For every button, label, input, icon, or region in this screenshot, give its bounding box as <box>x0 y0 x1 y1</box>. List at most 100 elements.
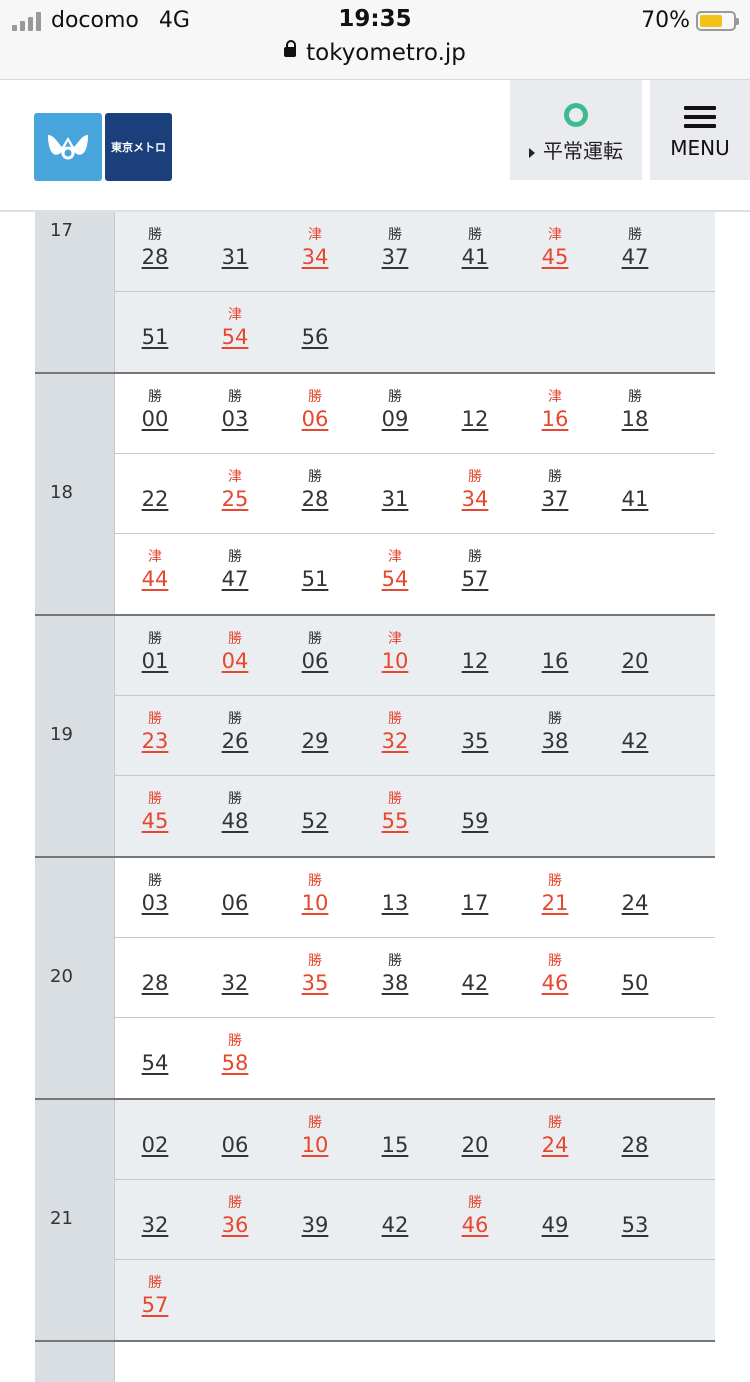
departure-time[interactable]: 32 <box>205 952 265 996</box>
departure-time[interactable]: 勝 36 <box>205 1194 265 1238</box>
departure-time[interactable]: 54 <box>125 1032 185 1076</box>
departure-minute: 47 <box>621 245 649 269</box>
departure-time[interactable]: 津 34 <box>285 226 345 270</box>
departure-minute: 17 <box>461 891 489 915</box>
departure-time[interactable]: 39 <box>285 1194 345 1238</box>
departure-time[interactable]: 52 <box>285 790 345 834</box>
departure-time[interactable]: 28 <box>125 952 185 996</box>
departure-time[interactable]: 勝 01 <box>125 630 185 674</box>
departure-time[interactable]: 41 <box>605 468 665 512</box>
departure-time[interactable]: 津 25 <box>205 468 265 512</box>
departure-time[interactable]: 勝 41 <box>445 226 505 270</box>
hour-block: 20 勝 03 06 勝 10 13 17 勝 21 24 28 32 勝 35 勝 38 42 勝 46 50 54 勝 5… <box>35 858 715 1100</box>
departure-time[interactable]: 勝 47 <box>205 548 265 592</box>
departure-time[interactable]: 勝 48 <box>205 790 265 834</box>
departure-time[interactable]: 津 45 <box>525 226 585 270</box>
departure-time[interactable]: 06 <box>205 872 265 916</box>
departure-time[interactable]: 勝 26 <box>205 710 265 754</box>
departure-time[interactable]: 勝 55 <box>365 790 425 834</box>
metro-logo-icon[interactable] <box>34 113 102 181</box>
destination-mark: 勝 <box>308 953 322 969</box>
departure-minute: 42 <box>461 971 489 995</box>
departure-time[interactable]: 53 <box>605 1194 665 1238</box>
departure-minute: 16 <box>541 407 569 431</box>
departure-time[interactable]: 勝 35 <box>285 952 345 996</box>
departure-time[interactable]: 勝 24 <box>525 1114 585 1158</box>
departure-time[interactable]: 06 <box>205 1114 265 1158</box>
departure-time[interactable]: 31 <box>365 468 425 512</box>
departure-time[interactable]: 勝 38 <box>365 952 425 996</box>
departure-time[interactable]: 22 <box>125 468 185 512</box>
departure-time[interactable]: 15 <box>365 1114 425 1158</box>
departure-time[interactable]: 12 <box>445 630 505 674</box>
departure-time[interactable]: 勝 10 <box>285 1114 345 1158</box>
departure-time[interactable]: 29 <box>285 710 345 754</box>
departure-time[interactable]: 13 <box>365 872 425 916</box>
departure-time[interactable]: 20 <box>605 630 665 674</box>
departure-time[interactable]: 津 10 <box>365 630 425 674</box>
departure-time[interactable]: 勝 47 <box>605 226 665 270</box>
departure-time[interactable]: 12 <box>445 388 505 432</box>
departure-time[interactable]: 勝 28 <box>125 226 185 270</box>
departure-time[interactable]: 勝 37 <box>365 226 425 270</box>
departure-time[interactable]: 49 <box>525 1194 585 1238</box>
departure-time[interactable]: 勝 34 <box>445 468 505 512</box>
departure-time[interactable]: 勝 46 <box>445 1194 505 1238</box>
destination-mark <box>125 1194 185 1212</box>
departure-time[interactable]: 勝 23 <box>125 710 185 754</box>
departure-time[interactable]: 津 44 <box>125 548 185 592</box>
departure-time[interactable]: 津 16 <box>525 388 585 432</box>
departure-time[interactable]: 24 <box>605 872 665 916</box>
departure-time[interactable]: 51 <box>125 306 185 350</box>
departure-time[interactable]: 42 <box>365 1194 425 1238</box>
departure-time[interactable]: 59 <box>445 790 505 834</box>
departure-time[interactable]: 35 <box>445 710 505 754</box>
departure-time[interactable]: 31 <box>205 226 265 270</box>
departure-time[interactable]: 勝 45 <box>125 790 185 834</box>
departure-time[interactable]: 勝 09 <box>365 388 425 432</box>
departure-time[interactable]: 勝 04 <box>205 630 265 674</box>
destination-mark: 勝 <box>148 1275 162 1291</box>
departure-time[interactable]: 16 <box>525 630 585 674</box>
departure-time[interactable]: 勝 00 <box>125 388 185 432</box>
departure-time[interactable]: 勝 03 <box>205 388 265 432</box>
departure-time[interactable]: 17 <box>445 872 505 916</box>
departure-time[interactable]: 20 <box>445 1114 505 1158</box>
departure-time[interactable]: 28 <box>605 1114 665 1158</box>
departure-time[interactable]: 32 <box>125 1194 185 1238</box>
address-bar[interactable]: tokyometro.jp <box>0 39 750 66</box>
departure-time[interactable]: 勝 06 <box>285 630 345 674</box>
departure-time[interactable]: 56 <box>285 306 345 350</box>
departure-time[interactable]: 勝 06 <box>285 388 345 432</box>
destination-mark <box>605 710 665 728</box>
menu-button[interactable]: MENU <box>650 80 750 180</box>
departure-time[interactable]: 勝 21 <box>525 872 585 916</box>
departure-time[interactable]: 勝 58 <box>205 1032 265 1076</box>
departure-time[interactable]: 津 54 <box>205 306 265 350</box>
metro-wordmark[interactable]: 東京メトロ <box>105 113 172 181</box>
departure-time[interactable]: 勝 28 <box>285 468 345 512</box>
battery-percent: 70% <box>641 8 690 33</box>
departure-time[interactable]: 勝 38 <box>525 710 585 754</box>
destination-mark: 津 <box>228 307 242 323</box>
departure-time[interactable]: 勝 10 <box>285 872 345 916</box>
departure-time[interactable]: 津 54 <box>365 548 425 592</box>
departure-time[interactable]: 勝 37 <box>525 468 585 512</box>
departure-time[interactable]: 勝 57 <box>445 548 505 592</box>
departure-minute: 10 <box>301 891 329 915</box>
departure-minute: 32 <box>221 971 249 995</box>
departure-time[interactable]: 42 <box>445 952 505 996</box>
departure-minute: 42 <box>621 729 649 753</box>
departure-time[interactable]: 42 <box>605 710 665 754</box>
departure-time[interactable]: 勝 03 <box>125 872 185 916</box>
operation-status-button[interactable]: 平常運転 <box>510 80 642 180</box>
departure-time[interactable]: 勝 18 <box>605 388 665 432</box>
departure-time[interactable]: 02 <box>125 1114 185 1158</box>
timetable-row: 津 44 勝 47 51 津 54 勝 57 <box>115 534 715 614</box>
departure-time[interactable]: 勝 46 <box>525 952 585 996</box>
destination-mark: 勝 <box>148 711 162 727</box>
departure-time[interactable]: 勝 32 <box>365 710 425 754</box>
departure-time[interactable]: 51 <box>285 548 345 592</box>
departure-time[interactable]: 50 <box>605 952 665 996</box>
departure-time[interactable]: 勝 57 <box>125 1274 185 1318</box>
